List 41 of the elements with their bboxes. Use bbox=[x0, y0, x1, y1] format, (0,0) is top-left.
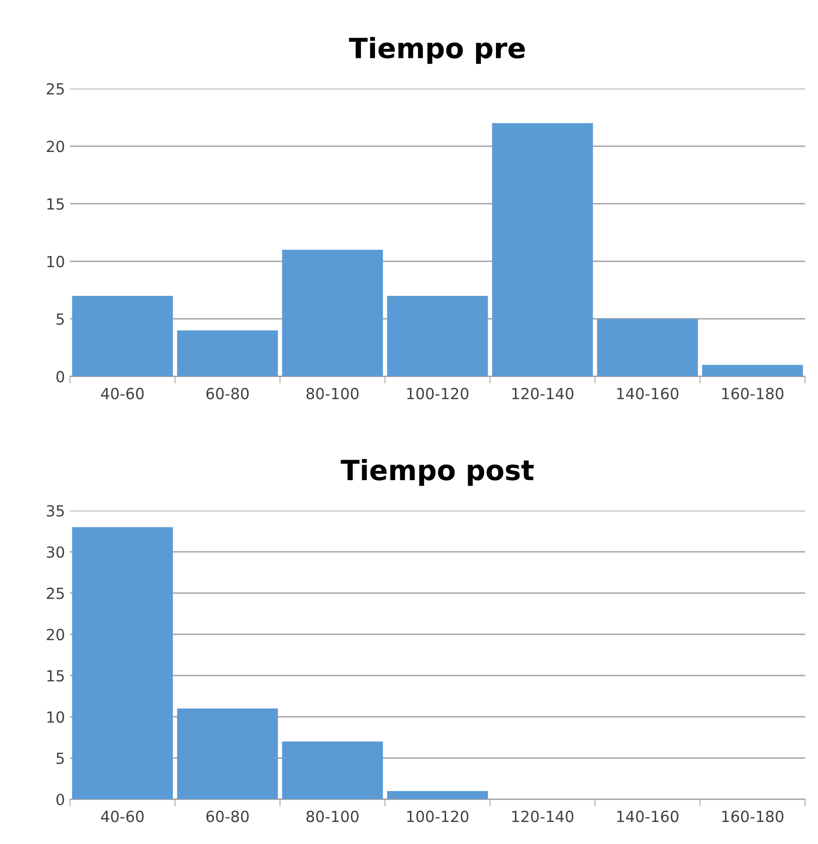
bar bbox=[282, 250, 383, 376]
bar bbox=[702, 364, 803, 376]
x-tick-label: 120-140 bbox=[512, 810, 574, 822]
y-tick-label: 10 bbox=[47, 256, 64, 268]
y-tick-label: 5 bbox=[56, 314, 64, 325]
y-tick-label: 20 bbox=[46, 628, 64, 640]
x-tick-label: 140-160 bbox=[617, 810, 678, 822]
y-tick-label: 10 bbox=[47, 711, 64, 723]
y-tick-label: 15 bbox=[47, 670, 64, 682]
x-tick-label: 60-80 bbox=[206, 810, 249, 822]
y-tick-label: 5 bbox=[56, 752, 64, 764]
bar bbox=[72, 296, 173, 376]
y-tick-label: 30 bbox=[46, 546, 64, 558]
y-tick-label: 35 bbox=[46, 505, 64, 517]
bar bbox=[177, 708, 278, 800]
x-tick-label: 80-100 bbox=[306, 388, 359, 400]
y-tick-label: 25 bbox=[46, 83, 64, 95]
x-tick-label: 100-120 bbox=[407, 810, 468, 822]
y-tick-label: 20 bbox=[46, 140, 64, 152]
bar bbox=[597, 318, 698, 376]
chart-title: Tiempo post bbox=[340, 458, 534, 486]
y-tick-label: 0 bbox=[56, 370, 64, 382]
x-tick-label: 100-120 bbox=[407, 388, 468, 400]
x-tick-label: 120-140 bbox=[512, 388, 574, 400]
y-tick-label: 0 bbox=[56, 794, 64, 806]
x-tick-label: 40-60 bbox=[101, 810, 144, 822]
y-tick-label: 15 bbox=[47, 198, 64, 210]
bar bbox=[387, 791, 488, 800]
bar bbox=[177, 330, 278, 376]
bar bbox=[387, 296, 488, 376]
x-tick-label: 160-180 bbox=[722, 810, 784, 822]
chart-title: Tiempo pre bbox=[348, 36, 525, 64]
x-tick-label: 140-160 bbox=[617, 388, 678, 400]
x-tick-label: 80-100 bbox=[306, 810, 359, 822]
bar bbox=[492, 123, 593, 376]
x-tick-label: 40-60 bbox=[101, 388, 144, 400]
bar bbox=[282, 742, 383, 800]
x-tick-label: 60-80 bbox=[206, 388, 249, 400]
bar bbox=[72, 527, 173, 800]
x-tick-label: 160-180 bbox=[722, 388, 784, 400]
y-tick-label: 25 bbox=[46, 588, 64, 600]
